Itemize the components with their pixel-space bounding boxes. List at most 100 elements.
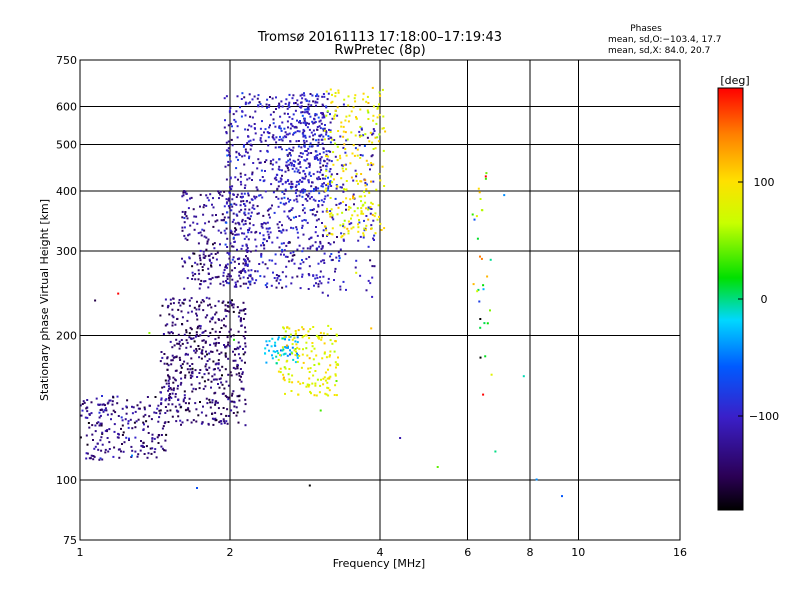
data-point (309, 209, 312, 212)
data-point (248, 260, 251, 263)
data-point (231, 392, 234, 395)
data-point (206, 360, 209, 362)
data-point (289, 140, 292, 143)
data-point (337, 356, 339, 359)
data-point (314, 231, 317, 234)
data-point (302, 328, 305, 331)
data-point (275, 274, 278, 276)
data-point (295, 343, 298, 346)
data-point (185, 329, 188, 332)
data-point (359, 125, 362, 128)
data-point (365, 207, 367, 210)
data-point (296, 231, 299, 234)
data-point (297, 140, 300, 142)
data-point (201, 228, 204, 231)
data-point (191, 375, 194, 378)
data-point (98, 411, 101, 414)
data-point (215, 311, 218, 314)
data-point (134, 436, 137, 439)
data-point (316, 98, 319, 101)
data-point (329, 113, 331, 116)
data-point (301, 226, 304, 229)
data-point (310, 104, 313, 107)
data-point (369, 206, 372, 209)
data-point (242, 200, 245, 203)
data-point (181, 421, 184, 424)
data-point (199, 259, 202, 262)
data-point (186, 368, 189, 371)
data-point (169, 395, 172, 398)
data-point (204, 222, 207, 225)
data-point (240, 183, 243, 186)
data-point (220, 420, 223, 423)
data-point (214, 378, 217, 381)
data-point (180, 366, 183, 369)
data-point (179, 419, 182, 422)
data-point (382, 115, 385, 118)
data-point (367, 245, 370, 248)
data-point (305, 124, 307, 127)
data-point (284, 392, 286, 395)
data-point (207, 286, 210, 289)
data-point (336, 145, 339, 148)
data-point (104, 448, 107, 451)
data-point (324, 371, 327, 374)
data-point (198, 305, 201, 308)
data-point (329, 243, 332, 246)
data-point (369, 282, 372, 285)
data-point (334, 374, 337, 377)
data-point (348, 114, 351, 117)
data-point (244, 313, 247, 315)
data-point (192, 337, 195, 340)
data-point (314, 114, 317, 117)
data-point (157, 434, 160, 436)
data-point (372, 114, 375, 117)
data-point (236, 411, 239, 414)
data-point (322, 259, 325, 262)
data-point (212, 206, 215, 209)
data-point (290, 390, 293, 392)
data-point (169, 340, 172, 343)
data-point (288, 116, 291, 119)
data-point (249, 273, 252, 276)
data-point (145, 445, 148, 448)
data-point (225, 132, 228, 135)
data-point (232, 412, 235, 414)
data-point (359, 108, 362, 111)
data-point (269, 113, 272, 116)
data-point (248, 177, 251, 180)
data-point (329, 150, 332, 153)
data-point (321, 142, 324, 145)
data-point (327, 182, 329, 185)
data-point (282, 337, 285, 340)
data-point (320, 169, 323, 171)
data-point (277, 180, 280, 183)
data-point (322, 383, 325, 386)
data-point (338, 202, 341, 205)
data-point (208, 352, 211, 355)
data-point (183, 226, 186, 229)
data-point (222, 300, 225, 303)
data-point (287, 112, 289, 115)
data-point (187, 407, 190, 410)
data-point (273, 177, 276, 180)
data-point (161, 304, 164, 307)
data-point (131, 405, 133, 408)
data-point (221, 374, 223, 377)
data-point (179, 364, 182, 367)
data-point (272, 191, 275, 194)
data-point (378, 215, 380, 218)
data-point (168, 397, 170, 399)
data-point (204, 385, 207, 388)
data-point (308, 164, 311, 167)
data-point (103, 409, 106, 412)
data-point (352, 179, 355, 182)
data-point (214, 330, 217, 333)
data-point (192, 252, 195, 255)
data-point (304, 150, 307, 152)
data-point (320, 260, 323, 263)
data-point (197, 345, 200, 347)
data-point (225, 178, 228, 181)
data-point (229, 177, 232, 180)
data-point (324, 177, 327, 180)
